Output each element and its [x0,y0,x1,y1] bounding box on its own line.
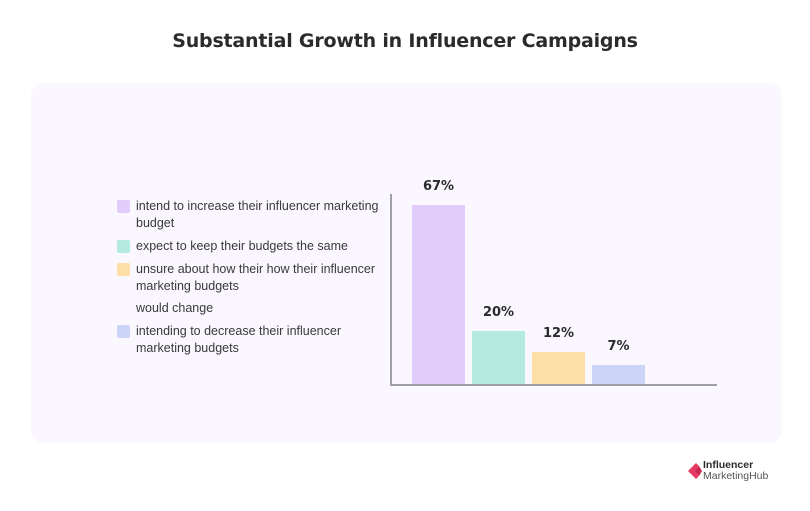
legend-label: unsure about how their how their influen… [136,262,376,293]
legend-swatch-unsure [117,263,130,276]
bar-0 [412,205,465,384]
legend-label: intending to decrease their influencer m… [136,324,341,355]
legend-item-unsure-continued: would change [117,300,387,317]
legend-label: intend to increase their influencer mark… [136,199,379,230]
bar-value-label: 12% [542,326,575,341]
logo-mark-icon [688,463,702,479]
bar-2 [532,352,585,384]
brand-logo: Influencer MarketingHub [688,459,798,483]
legend-label: would change [136,301,214,315]
bar-1 [472,331,525,384]
legend: intend to increase their influencer mark… [117,198,387,363]
legend-item-same: expect to keep their budgets the same [117,238,387,255]
chart-title: Substantial Growth in Influencer Campaig… [172,30,638,52]
legend-item-increase: intend to increase their influencer mark… [117,198,387,232]
bar-value-label: 67% [422,179,455,194]
legend-label: expect to keep their budgets the same [136,239,348,253]
legend-item-unsure: unsure about how their how their influen… [117,261,387,295]
bar-value-label: 20% [482,305,515,320]
legend-swatch-increase [117,200,130,213]
chart-panel [31,83,782,443]
legend-swatch-same [117,240,130,253]
bar-3 [592,365,645,384]
bar-value-label: 7% [607,339,630,354]
legend-item-decrease: intending to decrease their influencer m… [117,323,387,357]
x-axis-line [390,384,717,386]
legend-swatch-decrease [117,325,130,338]
y-axis-line [390,194,392,386]
logo-text-line1: Influencer [703,459,754,471]
logo-text-line2: MarketingHub [703,470,769,482]
